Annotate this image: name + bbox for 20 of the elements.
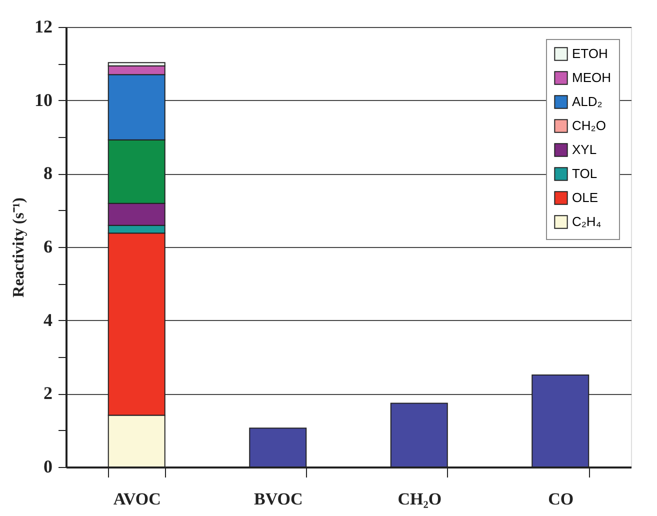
y-tick-label: 12	[34, 16, 52, 36]
x-tick-label: CO	[548, 490, 574, 508]
legend-label: OLE	[572, 190, 598, 205]
x-tick-label: BVOC	[254, 490, 303, 508]
y-tick-label: 4	[44, 310, 52, 330]
legend-label: ETOH	[572, 46, 608, 61]
y-tick-label: 8	[44, 163, 52, 184]
legend-label: TOL	[572, 166, 598, 181]
x-tick-label: CH₂O	[398, 490, 442, 508]
legend-label: CH₂O	[572, 118, 606, 133]
x-tick-label: AVOC	[113, 490, 161, 508]
y-tick-label: 0	[44, 456, 52, 476]
y-axis-title: Reactivity (s⁻¹)	[10, 198, 28, 298]
legend-label: C₂H₄	[572, 214, 602, 229]
legend-label: ALD₂	[572, 94, 602, 109]
y-tick-label: 10	[34, 90, 52, 110]
legend-label: MEOH	[572, 70, 611, 85]
y-tick-label: 6	[44, 236, 52, 256]
y-tick-label: 2	[44, 383, 52, 404]
legend-label: XYL	[572, 142, 597, 157]
